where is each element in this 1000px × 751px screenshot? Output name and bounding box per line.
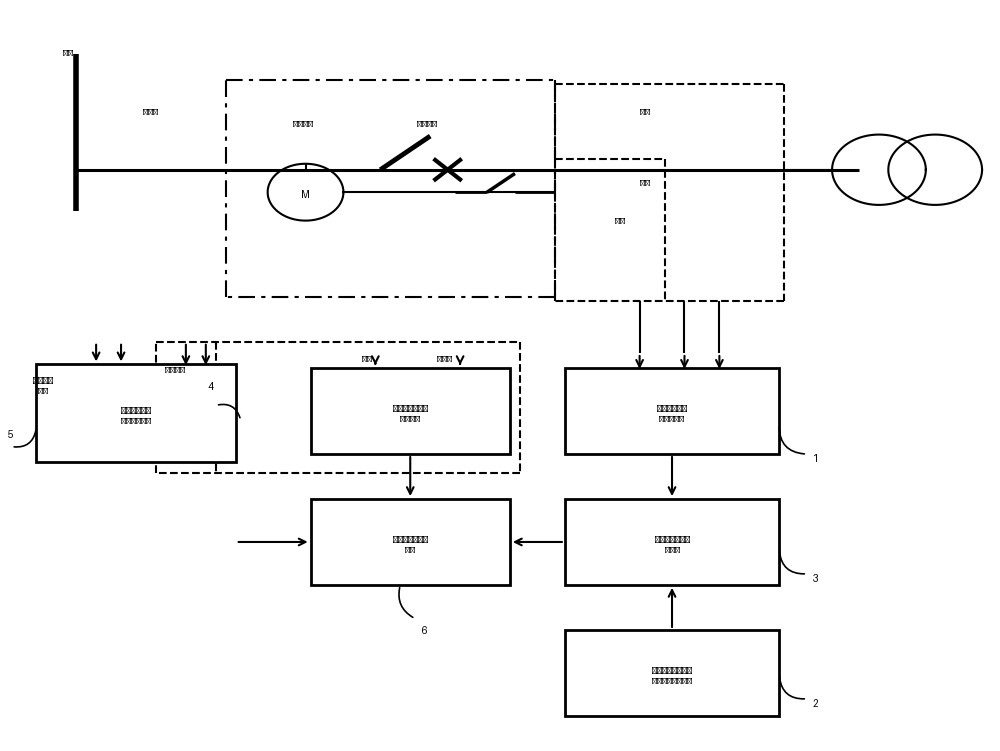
Bar <box>36 364 236 462</box>
Bar <box>565 368 779 454</box>
Bar <box>311 368 510 454</box>
Bar <box>565 630 779 716</box>
Bar <box>565 499 779 585</box>
Bar <box>311 499 510 585</box>
